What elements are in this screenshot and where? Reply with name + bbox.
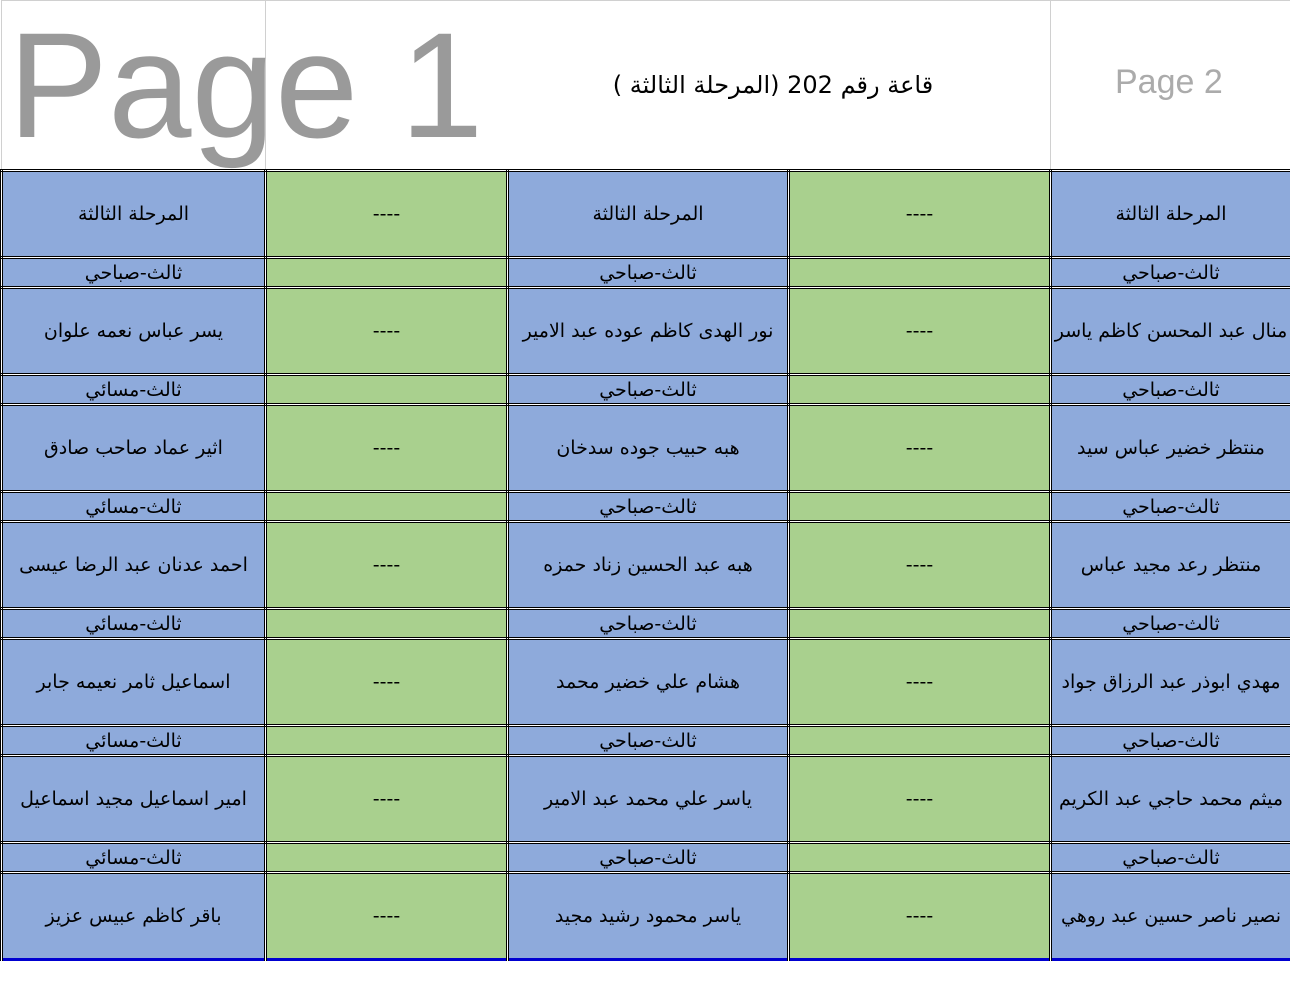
stage-cell[interactable]: المرحلة الثالثة [1049,169,1290,259]
shift-cell[interactable]: ثالث-مسائي [0,373,267,406]
empty-cell[interactable] [264,841,509,874]
shift-row: ثالث-مسائي ثالث-صباحي ثالث-صباحي [0,607,1290,640]
placeholder-cell[interactable]: ---- [786,169,1053,259]
empty-cell[interactable] [786,256,1053,289]
shift-row: ثالث-مسائي ثالث-صباحي ثالث-صباحي [0,724,1290,757]
header-row: قاعة رقم 202 (المرحلة الثالثة ) [1,0,1290,171]
empty-cell[interactable] [264,256,509,289]
placeholder-cell[interactable]: ---- [786,286,1053,376]
placeholder-cell[interactable]: ---- [786,520,1053,610]
shift-cell[interactable]: ثالث-صباحي [0,256,267,289]
shift-cell[interactable]: ثالث-صباحي [1049,256,1290,289]
student-name-cell[interactable]: مهدي ابوذر عبد الرزاق جواد [1049,637,1290,727]
student-row: احمد عدنان عبد الرضا عيسى ---- هبه عبد الح… [0,520,1290,610]
placeholder-cell[interactable]: ---- [264,520,509,610]
shift-cell[interactable]: ثالث-مسائي [0,724,267,757]
placeholder-cell[interactable]: ---- [264,169,509,259]
empty-cell[interactable] [264,724,509,757]
student-name-cell[interactable]: احمد عدنان عبد الرضا عيسى [0,520,267,610]
placeholder-cell[interactable]: ---- [264,754,509,844]
student-name-cell[interactable]: ميثم محمد حاجي عبد الكريم [1049,754,1290,844]
shift-cell[interactable]: ثالث-مسائي [0,841,267,874]
shift-cell[interactable]: ثالث-صباحي [506,373,790,406]
stage-cell[interactable]: المرحلة الثالثة [506,169,790,259]
stage-row: المرحلة الثالثة ---- المرحلة الثالثة ---- ال… [0,169,1290,259]
empty-cell[interactable] [786,607,1053,640]
shift-cell[interactable]: ثالث-مسائي [0,607,267,640]
student-name-cell[interactable]: يسر عباس نعمه علوان [0,286,267,376]
student-name-cell[interactable]: ياسر محمود رشيد مجيد [506,871,790,961]
hall-title[interactable]: قاعة رقم 202 (المرحلة الثالثة ) [264,0,1052,171]
shift-cell[interactable]: ثالث-مسائي [0,490,267,523]
shift-cell[interactable]: ثالث-صباحي [506,841,790,874]
student-name-cell[interactable]: نور الهدى كاظم عوده عبد الامير [506,286,790,376]
empty-cell[interactable] [786,490,1053,523]
student-row: اثير عماد صاحب صادق ---- هبه حبيب جوده سدخ… [0,403,1290,493]
student-name-cell[interactable]: اسماعيل ثامر نعيمه جابر [0,637,267,727]
stage-cell[interactable]: المرحلة الثالثة [0,169,267,259]
shift-cell[interactable]: ثالث-صباحي [506,607,790,640]
shift-cell[interactable]: ثالث-صباحي [506,724,790,757]
empty-cell[interactable] [786,841,1053,874]
student-name-cell[interactable]: منتظر رعد مجيد عباس [1049,520,1290,610]
student-name-cell[interactable]: هبه عبد الحسين زناد حمزه [506,520,790,610]
seating-sheet: قاعة رقم 202 (المرحلة الثالثة ) المرحلة … [0,0,1290,961]
placeholder-cell[interactable]: ---- [786,754,1053,844]
student-name-cell[interactable]: نصير ناصر حسين عبد روهي [1049,871,1290,961]
shift-cell[interactable]: ثالث-صباحي [1049,841,1290,874]
shift-row: ثالث-مسائي ثالث-صباحي ثالث-صباحي [0,490,1290,523]
student-name-cell[interactable]: باقر كاظم عبيس عزيز [0,871,267,961]
student-name-cell[interactable]: هبه حبيب جوده سدخان [506,403,790,493]
empty-cell[interactable] [264,490,509,523]
empty-cell[interactable] [786,373,1053,406]
placeholder-cell[interactable]: ---- [264,403,509,493]
student-row: يسر عباس نعمه علوان ---- نور الهدى كاظم عو… [0,286,1290,376]
student-name-cell[interactable]: منال عبد المحسن كاظم ياسر [1049,286,1290,376]
shift-cell[interactable]: ثالث-صباحي [506,256,790,289]
student-row: اسماعيل ثامر نعيمه جابر ---- هشام علي خضير… [0,637,1290,727]
shift-row: ثالث-مسائي ثالث-صباحي ثالث-صباحي [0,841,1290,874]
student-row: امير اسماعيل مجيد اسماعيل ---- ياسر علي مح… [0,754,1290,844]
student-name-cell[interactable]: اثير عماد صاحب صادق [0,403,267,493]
shift-cell[interactable]: ثالث-صباحي [506,490,790,523]
student-row: باقر كاظم عبيس عزيز ---- ياسر محمود رشيد م… [0,871,1290,961]
shift-row: ثالث-مسائي ثالث-صباحي ثالث-صباحي [0,373,1290,406]
empty-cell[interactable] [786,724,1053,757]
empty-cell[interactable] [264,607,509,640]
placeholder-cell[interactable]: ---- [264,871,509,961]
shift-cell[interactable]: ثالث-صباحي [1049,607,1290,640]
header-blank-cell[interactable] [1,0,266,171]
shift-cell[interactable]: ثالث-صباحي [1049,490,1290,523]
student-name-cell[interactable]: ياسر علي محمد عبد الامير [506,754,790,844]
shift-cell[interactable]: ثالث-صباحي [1049,373,1290,406]
placeholder-cell[interactable]: ---- [264,286,509,376]
placeholder-cell[interactable]: ---- [786,871,1053,961]
shift-row: ثالث-صباحي ثالث-صباحي ثالث-صباحي [0,256,1290,289]
student-name-cell[interactable]: امير اسماعيل مجيد اسماعيل [0,754,267,844]
placeholder-cell[interactable]: ---- [786,637,1053,727]
empty-cell[interactable] [264,373,509,406]
placeholder-cell[interactable]: ---- [264,637,509,727]
header-blank-cell[interactable] [1050,0,1290,171]
student-name-cell[interactable]: هشام علي خضير محمد [506,637,790,727]
shift-cell[interactable]: ثالث-صباحي [1049,724,1290,757]
student-name-cell[interactable]: منتظر خضير عباس سيد [1049,403,1290,493]
placeholder-cell[interactable]: ---- [786,403,1053,493]
